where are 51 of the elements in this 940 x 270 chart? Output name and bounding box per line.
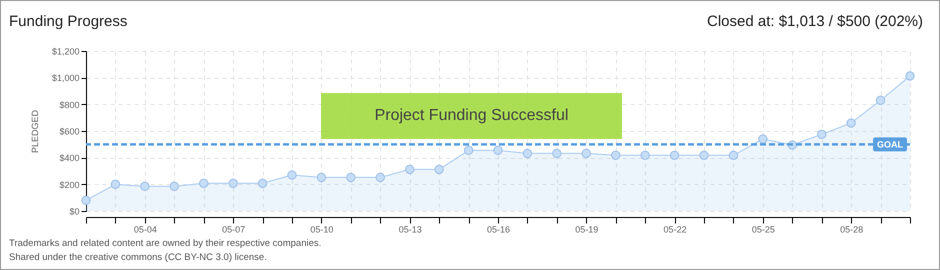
- y-tick-label: $400: [59, 153, 80, 164]
- point: [346, 172, 356, 182]
- x-tick-label: 05-07: [222, 224, 246, 234]
- point: [640, 150, 650, 160]
- banner: Project Funding Successful: [321, 93, 622, 139]
- point: [140, 182, 150, 192]
- point: [728, 150, 738, 160]
- y-tick-label: $200: [59, 180, 80, 190]
- y-tick-label: $600: [59, 126, 80, 136]
- point: [110, 180, 120, 190]
- text: Trademarks and related content are owned by their respective companies.: [9, 238, 322, 249]
- y-axis-title: PLEDGED: [30, 109, 40, 154]
- point: [228, 178, 238, 188]
- y-tick-label: $1,000: [52, 73, 80, 84]
- text: Closed at: $1,013 / $500 (202%): [707, 13, 923, 30]
- point: [258, 178, 268, 188]
- x-tick-label: 05-16: [486, 224, 510, 234]
- point: [405, 164, 414, 174]
- x-tick-label: 05-19: [575, 224, 598, 234]
- point: [670, 150, 680, 160]
- point: [170, 182, 179, 192]
- point: [846, 118, 856, 128]
- ref-line-label: GOAL: [877, 139, 904, 150]
- point: [287, 170, 297, 180]
- y-tick-label: $0: [69, 206, 80, 216]
- point: [876, 96, 886, 106]
- point: [552, 148, 562, 158]
- point: [611, 150, 620, 160]
- point: [522, 148, 532, 158]
- y-tick-label: $800: [59, 100, 80, 110]
- point: [699, 150, 709, 160]
- x-tick-label: 05-28: [840, 224, 864, 234]
- point: [582, 148, 591, 158]
- x-tick-label: 05-04: [134, 224, 157, 234]
- point: [434, 164, 444, 174]
- point: [758, 134, 768, 144]
- point: [464, 146, 474, 156]
- x-tick-label: 05-10: [310, 224, 334, 234]
- point: [199, 178, 208, 188]
- text: Shared under the creative commons (CC BY-NC 3.0) license.: [9, 252, 267, 263]
- point: [316, 172, 326, 182]
- point: [817, 130, 826, 140]
- x-tick-label: 05-25: [752, 224, 775, 234]
- y-tick-label: $1,200: [52, 46, 80, 56]
- point: [493, 146, 503, 156]
- point: [376, 172, 385, 182]
- point: [905, 71, 915, 81]
- chart-title: Funding Progress: [9, 13, 128, 30]
- x-tick-label: 05-22: [664, 224, 687, 234]
- point: [81, 196, 91, 206]
- x-tick-label: 05-13: [398, 224, 422, 234]
